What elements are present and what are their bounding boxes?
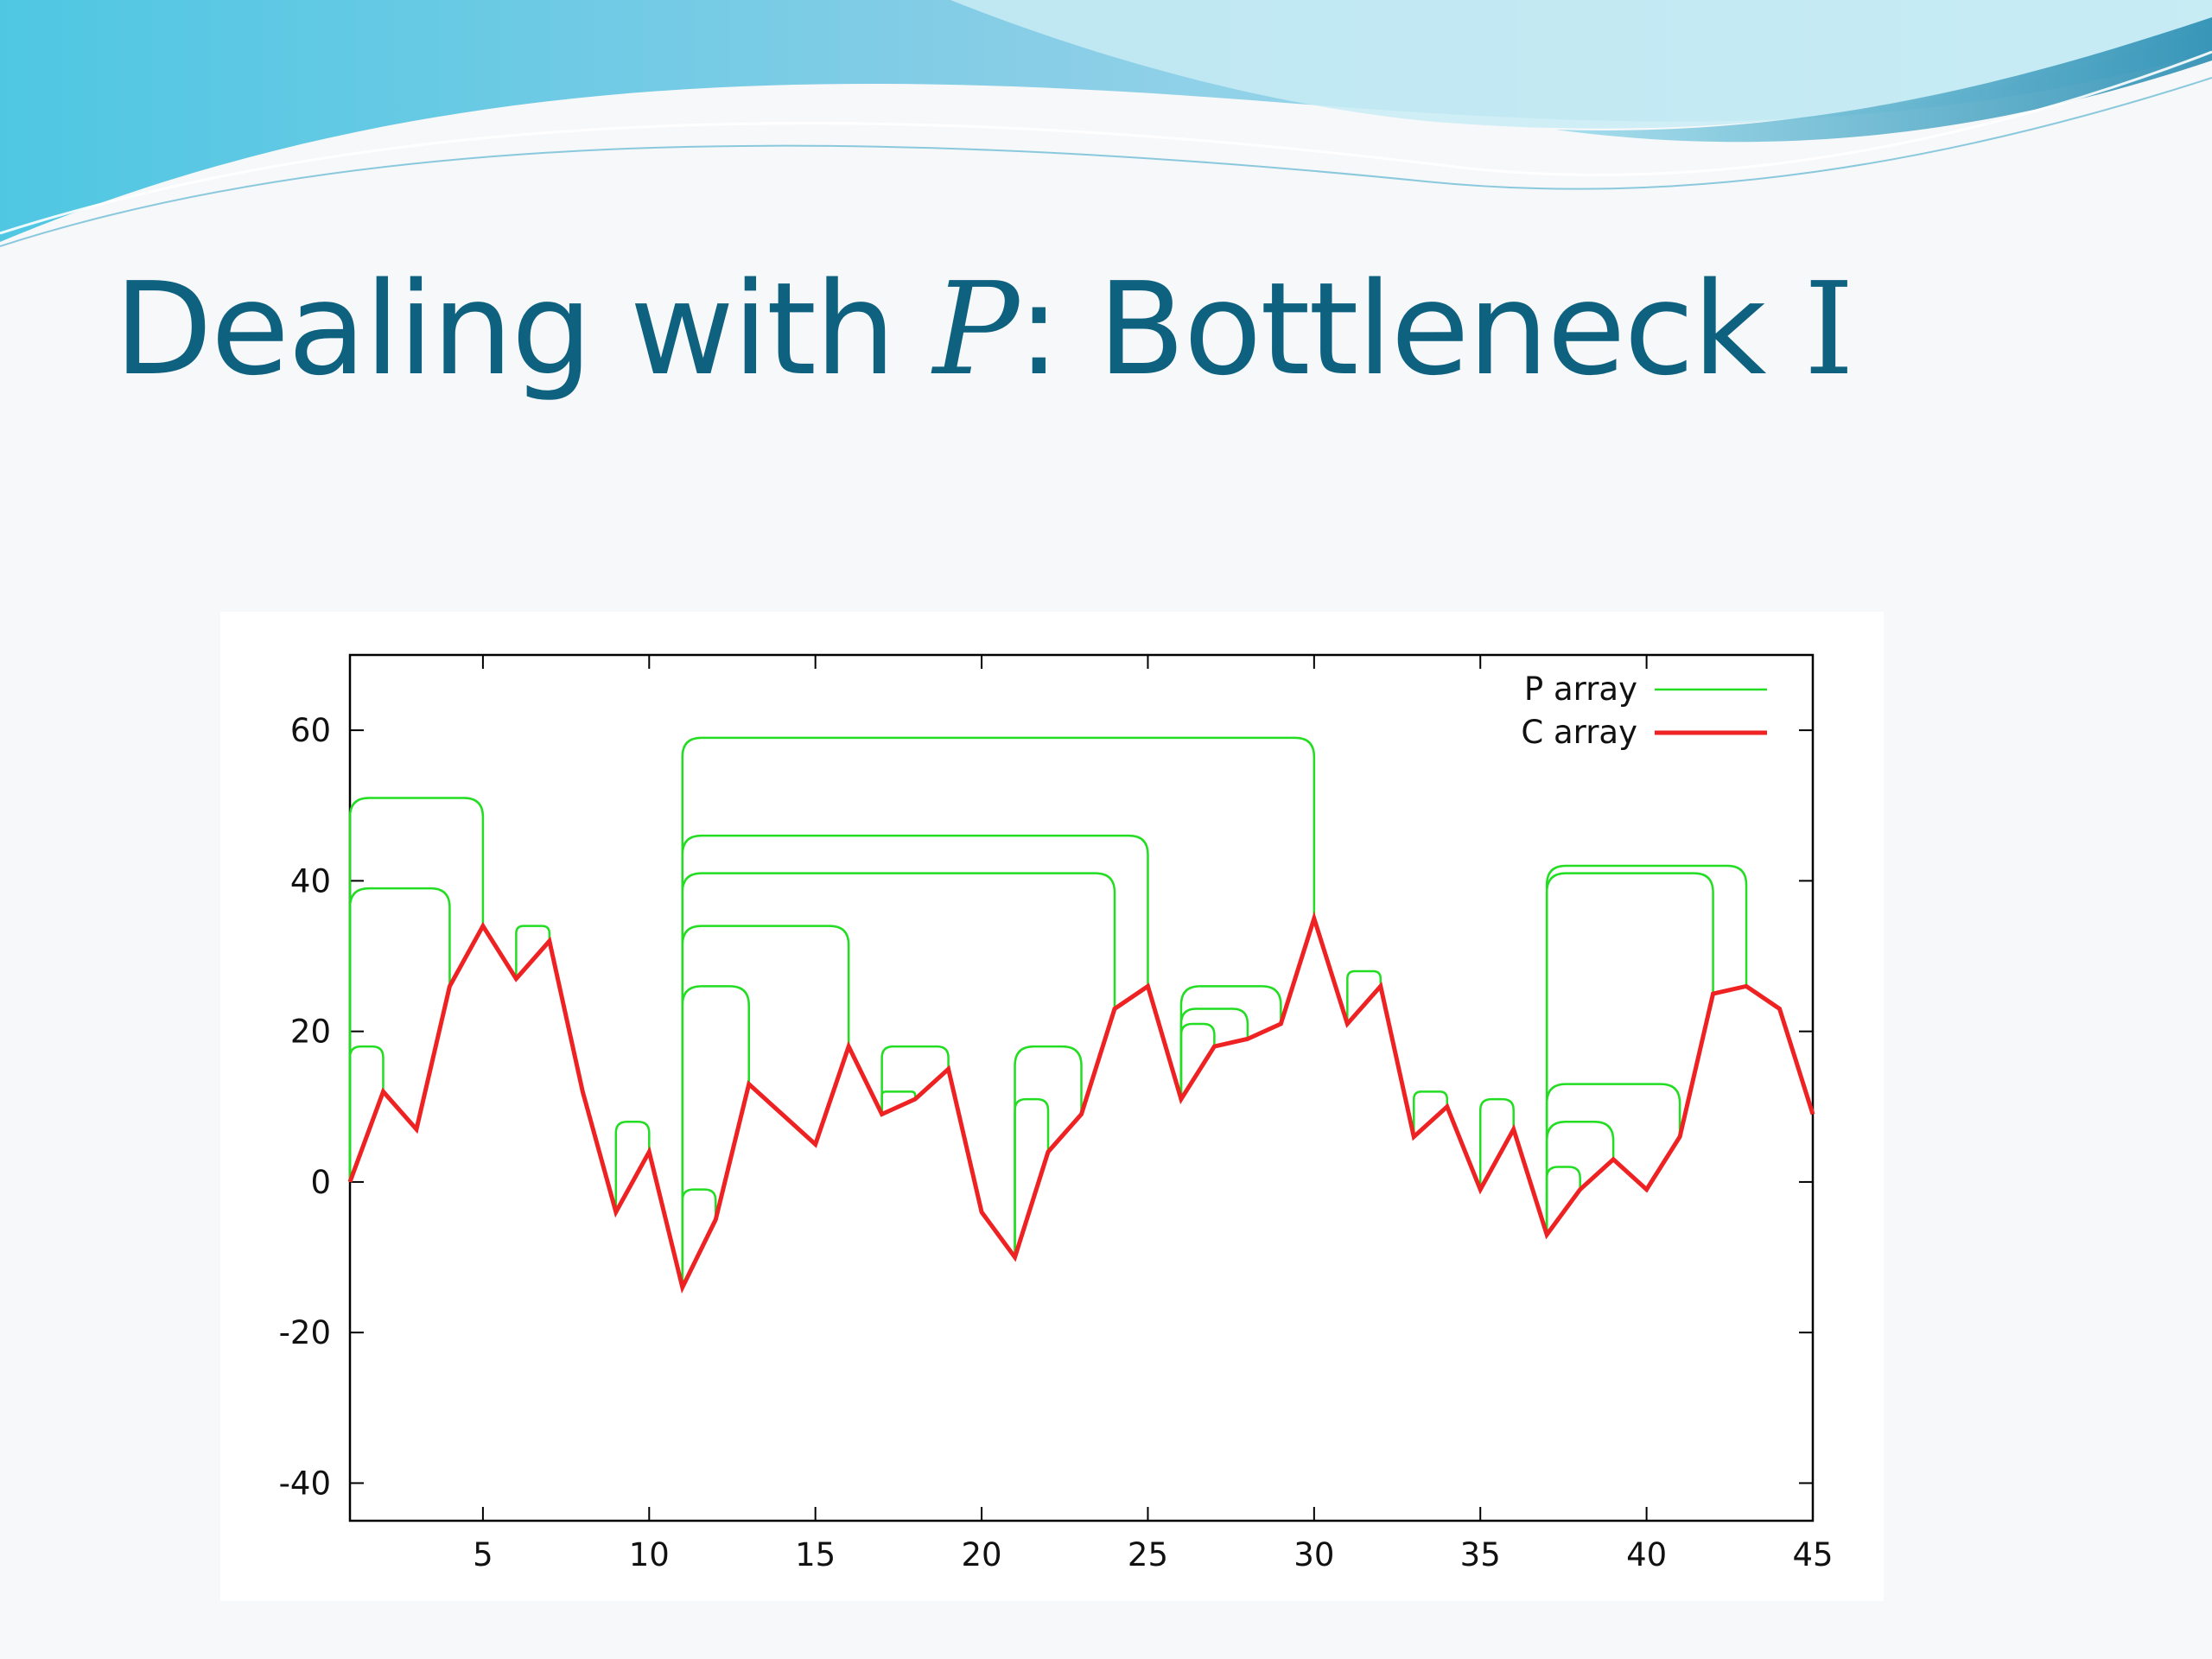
y-tick-label: 0 — [310, 1164, 331, 1201]
banner-wave-light — [950, 0, 2212, 129]
title-middle: : Bottleneck — [1017, 255, 1804, 404]
banner-wave-line — [0, 50, 2212, 235]
header-wave-banner — [0, 0, 2212, 247]
p-array-bracket — [880, 1045, 950, 1115]
p-array-bracket — [1179, 1022, 1216, 1100]
y-tick-label: 60 — [290, 712, 331, 749]
p-array-bracket — [681, 925, 850, 1287]
chart-axes: 5 10 15 20 25 30 35 40 45 60 40 20 0 -20 -40 — [279, 653, 1834, 1573]
x-tick-label: 45 — [1792, 1536, 1833, 1573]
p-array-bracket — [1014, 1097, 1050, 1258]
p-array-bracket — [1545, 1166, 1581, 1235]
p-array-bracket — [348, 887, 451, 1182]
y-tick-label: -40 — [279, 1465, 331, 1502]
p-array-bracket — [681, 985, 750, 1287]
p-array-bracket — [681, 872, 1116, 1287]
p-array-bracket — [348, 1045, 385, 1182]
legend-label: P array — [1524, 671, 1637, 708]
x-tick-label: 15 — [795, 1536, 836, 1573]
p-array-bracket — [1545, 872, 1714, 1235]
p-array-bracket — [1014, 1045, 1083, 1258]
p-array-bracket — [1478, 1097, 1515, 1190]
p-array-bracket — [1545, 864, 1748, 1235]
p-array-bracket — [1179, 1007, 1249, 1100]
title-variable: P — [932, 255, 1020, 404]
x-tick-label: 20 — [962, 1536, 1002, 1573]
p-array-series — [348, 736, 1748, 1287]
slide-title: Dealing with P: Bottleneck I — [114, 259, 1854, 400]
x-tick-label: 10 — [629, 1536, 670, 1573]
chart-legend: P array C array — [1521, 671, 1767, 751]
title-prefix: Dealing with — [114, 255, 933, 404]
title-roman-numeral: I — [1803, 255, 1854, 404]
c-array-series — [347, 911, 1815, 1294]
legend-label: C array — [1521, 714, 1637, 751]
p-array-bracket — [515, 925, 551, 979]
x-tick-label: 40 — [1626, 1536, 1667, 1573]
x-tick-label: 35 — [1460, 1536, 1501, 1573]
p-array-bracket — [614, 1120, 651, 1212]
banner-wave-dark — [1555, 17, 2212, 143]
p-array-bracket — [1545, 1083, 1681, 1235]
p-array-bracket — [681, 736, 1316, 1287]
y-tick-label: 20 — [290, 1014, 331, 1051]
p-array-bracket — [1346, 969, 1382, 1024]
p-array-bracket — [348, 797, 485, 1182]
y-tick-label: -20 — [279, 1314, 331, 1351]
p-array-bracket — [1413, 1090, 1448, 1137]
y-tick-label: 40 — [290, 862, 331, 899]
p-array-bracket — [1545, 1120, 1615, 1235]
chart-panel: 5 10 15 20 25 30 35 40 45 60 40 20 0 -20 -40 P array C … — [220, 612, 1884, 1601]
p-array-bracket — [681, 1188, 717, 1287]
x-tick-label: 25 — [1128, 1536, 1168, 1573]
x-tick-label: 5 — [473, 1536, 493, 1573]
p-array-bracket — [1179, 985, 1282, 1100]
line-chart: 5 10 15 20 25 30 35 40 45 60 40 20 0 -20 -40 P array C … — [279, 653, 1834, 1573]
x-tick-label: 30 — [1294, 1536, 1334, 1573]
banner-wave-line-2 — [0, 77, 2212, 247]
p-array-bracket — [880, 1090, 917, 1115]
p-array-bracket — [681, 834, 1149, 1287]
